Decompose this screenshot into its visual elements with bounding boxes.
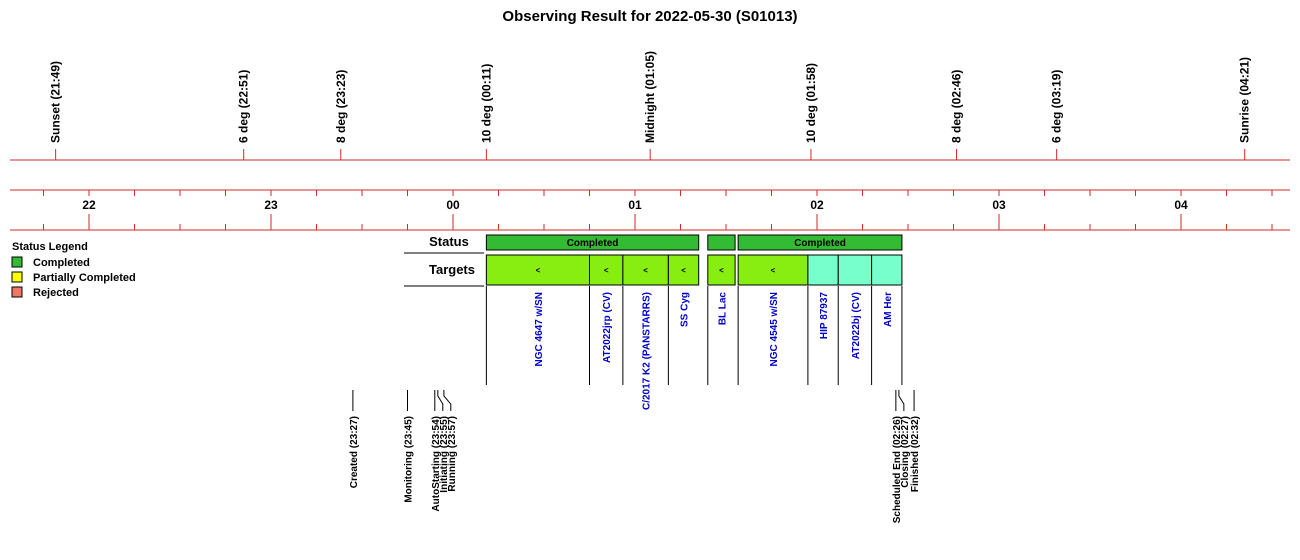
status-legend: Status Legend Completed Partially Comple… (11, 241, 136, 299)
hour-tick-label: 00 (446, 198, 460, 212)
targets-row: < NGC 4647 w/SN < AT2022jrp (CV) < C/2017 K2 … (485, 254, 903, 410)
hour-tick-label: 01 (628, 198, 642, 212)
status-block (737, 234, 903, 251)
sun-event-label: 10 deg (01:58) (804, 63, 818, 143)
legend-swatch-completed (11, 256, 23, 268)
target-name: NGC 4545 w/SN (769, 292, 780, 366)
target-name: NGC 4647 w/SN (534, 292, 545, 366)
target-done-mark: < (681, 266, 686, 275)
target-done-mark: < (719, 266, 724, 275)
target-name: AM Her (883, 292, 894, 327)
sun-events-axis: Sunset (21:49) 6 deg (22:51) 8 deg (23:23)… (10, 51, 1290, 161)
sun-event-label: Midnight (01:05) (643, 51, 657, 143)
hour-tick-label: 22 (82, 198, 96, 212)
sun-event-label: 8 deg (23:23) (334, 70, 348, 143)
status-row-label: Status (429, 234, 469, 249)
legend-item-rejected: Rejected (33, 287, 79, 299)
event-label: Monitoring (23:45) (404, 416, 415, 503)
event-label: Initiating (23:55) (439, 416, 450, 493)
chart-title: Observing Result for 2022-05-30 (S01013) (502, 8, 797, 25)
status-block-label: Completed (794, 238, 846, 249)
target-done-mark: < (604, 266, 609, 275)
target-name: HIP 87937 (819, 292, 830, 340)
hour-tick-label: 04 (1174, 198, 1188, 212)
event-label: Running (23:57) (447, 416, 458, 492)
sun-event-label: 10 deg (00:11) (479, 64, 493, 143)
target-name: SS Cyg (680, 292, 691, 327)
status-block-label: Completed (567, 238, 619, 249)
event-label: Finished (02:32) (910, 416, 921, 492)
target-name: AT2022jrp (CV) (602, 292, 613, 363)
event-marker-line (437, 390, 444, 411)
target-name: BL Lac (717, 292, 728, 326)
target-done-mark: < (771, 266, 776, 275)
event-marker-line (443, 390, 452, 411)
event-label: AutoStarting (23:54) (431, 416, 442, 512)
event-markers: Created (23:27) Monitoring (23:45) AutoSta… (349, 390, 921, 523)
sun-event-label: Sunset (21:49) (49, 61, 63, 143)
legend-title: Status Legend (12, 241, 88, 253)
legend-item-completed: Completed (33, 257, 90, 269)
target-name: AT2022bj (CV) (851, 292, 862, 359)
sun-event-label: Sunrise (04:21) (1238, 57, 1252, 143)
targets-row-label: Targets (429, 262, 475, 277)
hour-tick-label: 23 (264, 198, 278, 212)
target-name: C/2017 K2 (PANSTARRS) (642, 292, 653, 410)
event-label: Scheduled End (02:26) (892, 416, 903, 523)
target-block (707, 254, 736, 286)
event-label: Closing (02:27) (900, 416, 911, 488)
status-row: Completed Completed (485, 234, 903, 251)
target-block (807, 254, 839, 286)
event-label: Created (23:27) (349, 416, 360, 488)
sun-event-label: 6 deg (03:19) (1050, 70, 1064, 143)
hour-axis: 22 23 00 01 02 03 04 (10, 189, 1290, 231)
sun-event-label: 6 deg (22:51) (237, 70, 251, 143)
target-block (737, 254, 809, 286)
target-block (622, 254, 669, 286)
target-block (485, 254, 590, 286)
hour-tick-label: 02 (810, 198, 824, 212)
sun-event-label: 8 deg (02:46) (950, 70, 964, 143)
target-block (589, 254, 624, 286)
event-marker-line (898, 390, 905, 411)
target-block (837, 254, 873, 286)
status-block (485, 234, 700, 251)
legend-swatch-rejected (11, 286, 23, 298)
row-labels: Status Targets (404, 234, 484, 287)
target-done-mark: < (643, 266, 648, 275)
target-block (871, 254, 903, 286)
legend-item-partial: Partially Completed (33, 272, 136, 284)
target-done-mark: < (536, 266, 541, 275)
status-block (707, 234, 736, 251)
legend-swatch-partial (11, 271, 23, 283)
hour-tick-label: 03 (992, 198, 1006, 212)
target-block (667, 254, 700, 286)
